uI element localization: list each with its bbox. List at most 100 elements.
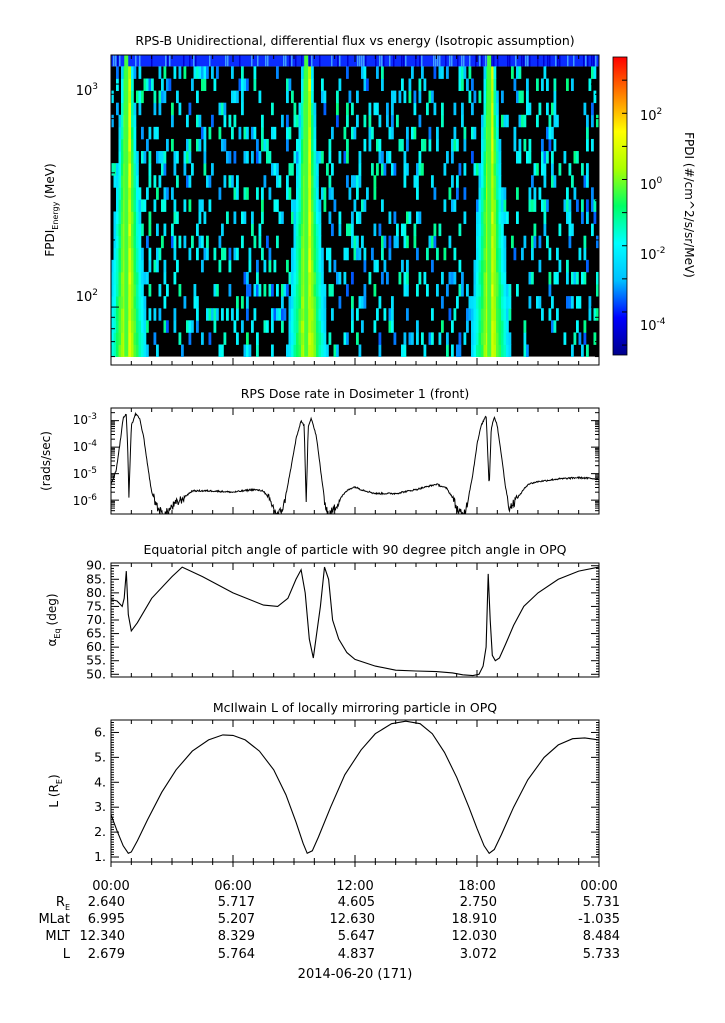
- spectrogram-cell: [263, 138, 267, 152]
- spectrogram-cell: [203, 126, 207, 140]
- spectrogram-cell: [148, 247, 152, 261]
- spectrogram-cell: [286, 138, 289, 152]
- spectrogram-cell: [141, 90, 144, 104]
- spectrogram-cell: [508, 296, 512, 309]
- spectrogram-cell: [353, 235, 357, 249]
- spectrogram-cell: [118, 138, 122, 152]
- spectrogram-cell: [401, 344, 404, 357]
- spectrogram-cell: [408, 211, 412, 224]
- spectrogram-cell: [468, 308, 472, 321]
- spectrogram-cell: [503, 199, 507, 212]
- spectrogram-cell: [226, 308, 229, 321]
- spectrogram-cell: [201, 259, 204, 273]
- spectrogram-cell: [496, 344, 499, 357]
- spectrogram-cell: [133, 211, 137, 224]
- spectrogram-cell: [236, 90, 239, 104]
- spectrogram-cell: [291, 284, 294, 297]
- spectrogram-cell: [321, 78, 324, 91]
- spectrogram-cell: [313, 151, 317, 164]
- spectrogram-cell: [458, 259, 462, 273]
- spectrogram-cell: [128, 78, 132, 91]
- spectrogram-cell: [186, 114, 189, 128]
- spectrogram-cell: [128, 235, 132, 249]
- panel2-ylabel: (rads/sec): [39, 431, 53, 491]
- spectrogram-cell: [133, 223, 137, 237]
- spectrogram-cell: [116, 332, 119, 345]
- row-label-mlat: MLat: [38, 912, 70, 927]
- spectrogram-cell: [401, 259, 404, 273]
- spectrogram-cell: [516, 66, 519, 79]
- spectrogram-cell: [196, 320, 199, 333]
- spectrogram-cell: [278, 308, 282, 321]
- spectrogram-cell: [326, 163, 329, 176]
- colorbar-tick-2: 102: [640, 107, 662, 124]
- spectrogram-cell: [118, 163, 122, 176]
- spectrogram-cell: [288, 187, 292, 200]
- spectrogram-top-speckle: [115, 55, 117, 67]
- spectrogram-cell: [353, 199, 357, 212]
- spectrogram-cell: [391, 102, 394, 116]
- spectrogram-cell: [296, 271, 299, 285]
- spectrogram-cell: [351, 296, 354, 309]
- spectrogram-cell: [501, 187, 504, 200]
- spectrogram-cell: [238, 78, 242, 91]
- spectrogram-cell: [503, 187, 507, 200]
- spectrogram-cell: [426, 284, 429, 297]
- spectrogram-cell: [133, 284, 137, 297]
- spectrogram-cell: [358, 211, 362, 224]
- spectrogram-cell: [293, 102, 297, 116]
- spectrogram-cell: [231, 90, 234, 104]
- spectrogram-cell: [393, 90, 397, 104]
- spectrogram-cell: [473, 90, 477, 104]
- spectrogram-cell: [458, 163, 462, 176]
- spectrogram-cell: [591, 223, 594, 237]
- spectrogram-cell: [441, 114, 444, 128]
- spectrogram-cell: [296, 332, 299, 345]
- spectrogram-cell: [271, 126, 274, 140]
- spectrogram-cell: [301, 271, 304, 285]
- spectrogram-cell: [311, 235, 314, 249]
- spectrogram-cell: [408, 90, 412, 104]
- spectrogram-cell: [426, 247, 429, 261]
- spectrogram-cell: [268, 151, 272, 164]
- spectrogram-cell: [576, 151, 579, 164]
- spectrogram-cell: [431, 235, 434, 249]
- spectrogram-cell: [361, 66, 364, 79]
- spectrogram-cell: [163, 296, 167, 309]
- spectrogram-cell: [296, 163, 299, 176]
- spectrogram-top-speckle: [549, 55, 551, 67]
- spectrogram-cell: [153, 199, 157, 212]
- spectrogram-cell: [171, 223, 174, 237]
- spectrogram-cell: [376, 102, 379, 116]
- spectrogram-cell: [586, 175, 589, 188]
- spectrogram-cell: [538, 235, 542, 249]
- spectrogram-cell: [463, 126, 467, 140]
- spectrogram-cell: [298, 259, 302, 273]
- spectrogram-cell: [223, 102, 227, 116]
- spectrogram-cell: [208, 332, 212, 345]
- spectrogram-top-speckle: [449, 55, 451, 67]
- spectrogram-cell: [296, 308, 299, 321]
- spectrogram-cell: [316, 344, 319, 357]
- spectrogram-cell: [321, 308, 324, 321]
- spectrogram-cell: [541, 78, 544, 91]
- spectrogram-cell: [316, 235, 319, 249]
- spectrogram-cell: [381, 163, 384, 176]
- spectrogram-cell: [528, 296, 532, 309]
- spectrogram-cell: [176, 175, 179, 188]
- spectrogram-cell: [483, 271, 487, 285]
- spectrogram-cell: [403, 163, 407, 176]
- panel1-ylabel: FPDIEnergy(MeV): [43, 163, 60, 256]
- spectrogram-cell: [328, 151, 332, 164]
- spectrogram-cell: [503, 259, 507, 273]
- spectrogram-top-speckle: [189, 55, 191, 67]
- spectrogram-cell: [308, 344, 312, 357]
- spectrogram-cell: [498, 199, 502, 212]
- panel-dose-rate: RPS Dose rate in Dosimeter 1 (front) 10-…: [39, 386, 600, 515]
- spectrogram-cell: [328, 187, 332, 200]
- spectrogram-cell: [328, 175, 332, 188]
- spectrogram-cell: [501, 332, 504, 345]
- spectrogram-cell: [478, 90, 482, 104]
- spectrogram-cell: [228, 247, 232, 261]
- spectrogram-cell: [451, 151, 454, 164]
